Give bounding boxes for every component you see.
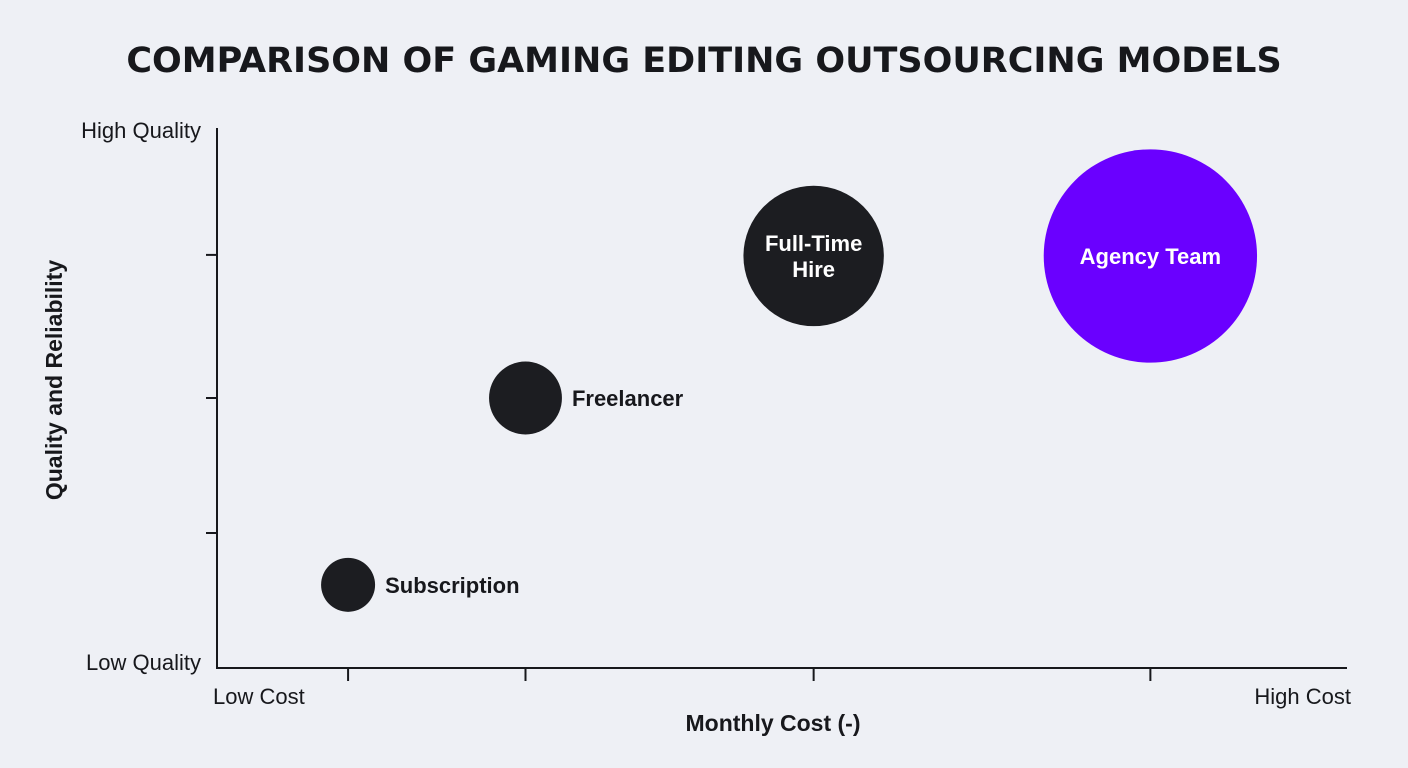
bubble-label-subscription: Subscription bbox=[385, 573, 519, 598]
y-tick-label-low: Low Quality bbox=[86, 650, 201, 675]
x-tick-label-low: Low Cost bbox=[213, 684, 305, 709]
y-tick-label-high: High Quality bbox=[81, 118, 201, 143]
bubble-label-agency-team: Agency Team bbox=[1080, 244, 1221, 269]
x-axis-title: Monthly Cost (-) bbox=[685, 710, 860, 736]
chart-title: COMPARISON OF GAMING EDITING OUTSOURCING… bbox=[126, 41, 1281, 81]
y-axis-title: Quality and Reliability bbox=[41, 260, 67, 500]
x-tick-label-high: High Cost bbox=[1254, 684, 1351, 709]
bubble-agency-team bbox=[1043, 149, 1258, 363]
bubble-full-time-hire bbox=[743, 185, 884, 327]
bubble-freelancer bbox=[489, 361, 562, 435]
bubble-label-full-time-hire: Full-Time Hire bbox=[765, 231, 862, 282]
bubble-subscription bbox=[321, 557, 376, 612]
bubble-label-freelancer: Freelancer bbox=[572, 386, 684, 411]
